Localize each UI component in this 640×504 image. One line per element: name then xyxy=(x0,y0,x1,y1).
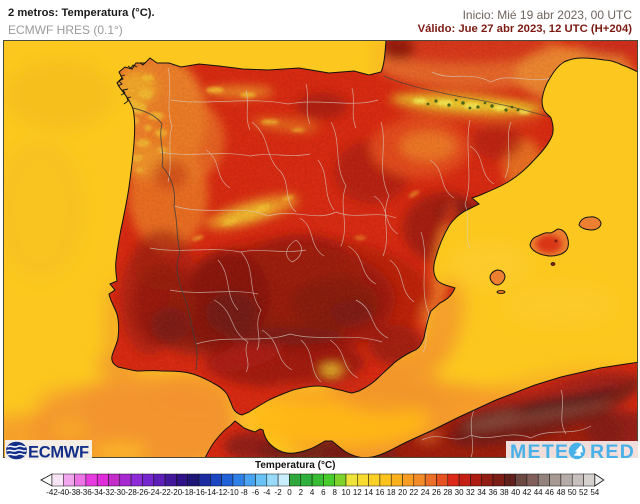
svg-text:METE: METE xyxy=(510,441,569,463)
svg-text:-34: -34 xyxy=(91,488,103,497)
svg-text:36: 36 xyxy=(489,488,498,497)
svg-text:RED: RED xyxy=(590,441,635,463)
svg-text:52: 52 xyxy=(579,488,588,497)
svg-text:-28: -28 xyxy=(125,488,137,497)
svg-text:28: 28 xyxy=(443,488,452,497)
svg-text:48: 48 xyxy=(556,488,565,497)
svg-text:-16: -16 xyxy=(193,488,205,497)
svg-text:22: 22 xyxy=(409,488,418,497)
svg-text:-42: -42 xyxy=(46,488,58,497)
svg-text:-10: -10 xyxy=(227,488,239,497)
svg-text:-36: -36 xyxy=(80,488,92,497)
svg-text:-32: -32 xyxy=(103,488,115,497)
svg-text:42: 42 xyxy=(522,488,531,497)
svg-text:-24: -24 xyxy=(148,488,160,497)
svg-text:-12: -12 xyxy=(216,488,228,497)
svg-text:10: 10 xyxy=(342,488,351,497)
svg-text:-38: -38 xyxy=(69,488,81,497)
svg-text:16: 16 xyxy=(375,488,384,497)
svg-text:44: 44 xyxy=(534,488,543,497)
svg-text:30: 30 xyxy=(455,488,464,497)
svg-text:12: 12 xyxy=(353,488,362,497)
svg-text:50: 50 xyxy=(568,488,577,497)
svg-text:-30: -30 xyxy=(114,488,126,497)
svg-text:32: 32 xyxy=(466,488,475,497)
svg-text:-14: -14 xyxy=(205,488,217,497)
svg-text:0: 0 xyxy=(287,488,292,497)
svg-text:-2: -2 xyxy=(275,488,283,497)
svg-text:20: 20 xyxy=(398,488,407,497)
svg-text:8: 8 xyxy=(332,488,337,497)
svg-text:-18: -18 xyxy=(182,488,194,497)
svg-text:34: 34 xyxy=(477,488,486,497)
svg-text:ECMWF: ECMWF xyxy=(28,444,89,462)
svg-text:2: 2 xyxy=(299,488,304,497)
svg-text:-40: -40 xyxy=(58,488,70,497)
svg-text:24: 24 xyxy=(421,488,430,497)
svg-text:-20: -20 xyxy=(171,488,183,497)
svg-text:14: 14 xyxy=(364,488,373,497)
svg-text:-26: -26 xyxy=(137,488,149,497)
svg-text:18: 18 xyxy=(387,488,396,497)
svg-text:26: 26 xyxy=(432,488,441,497)
svg-text:-22: -22 xyxy=(159,488,171,497)
svg-text:-6: -6 xyxy=(252,488,260,497)
svg-text:6: 6 xyxy=(321,488,326,497)
svg-text:-4: -4 xyxy=(263,488,271,497)
svg-text:40: 40 xyxy=(511,488,520,497)
svg-text:38: 38 xyxy=(500,488,509,497)
svg-text:4: 4 xyxy=(310,488,315,497)
svg-text:-8: -8 xyxy=(241,488,249,497)
svg-text:46: 46 xyxy=(545,488,554,497)
svg-text:54: 54 xyxy=(590,488,599,497)
